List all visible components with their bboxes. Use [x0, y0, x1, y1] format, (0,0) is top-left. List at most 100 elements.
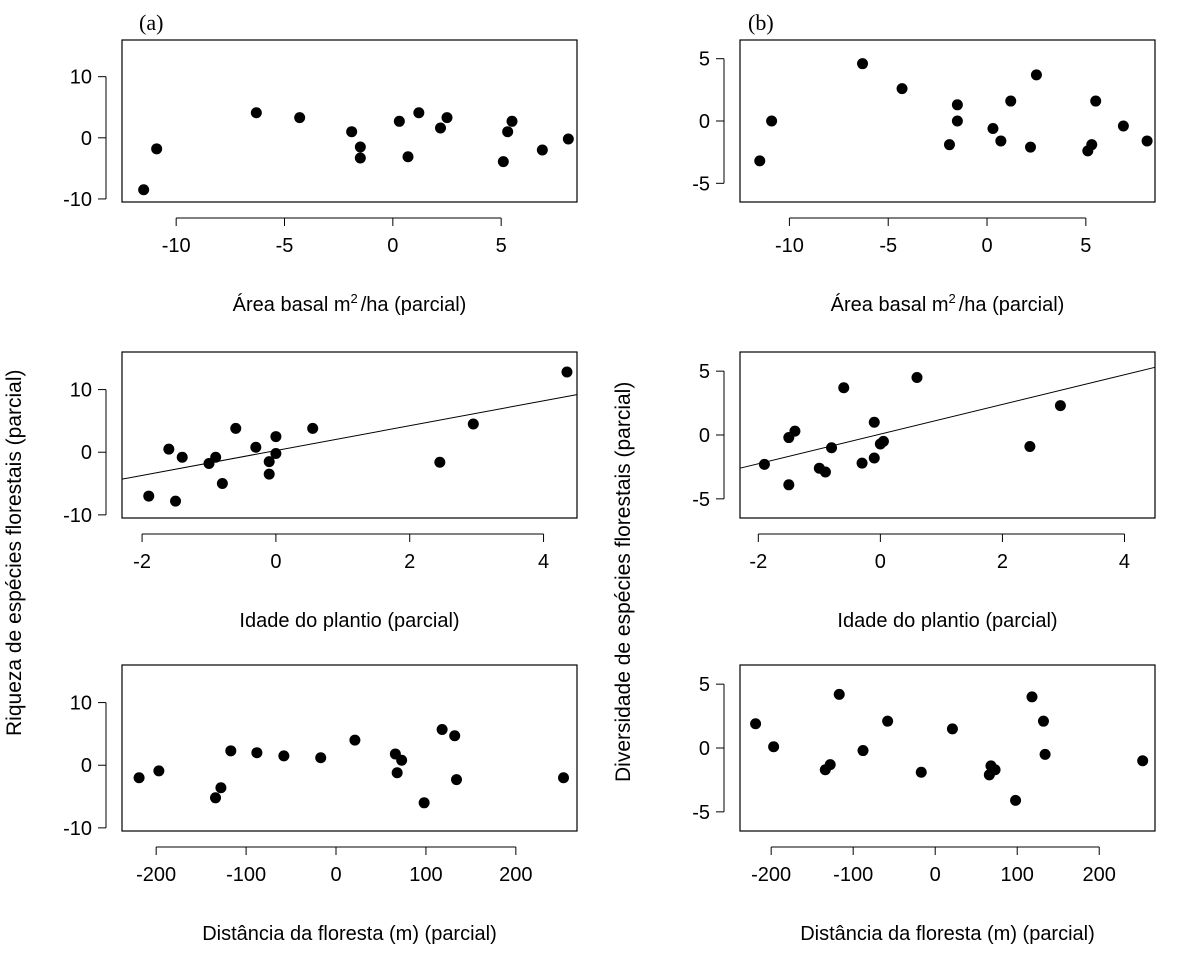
plot-3-point	[396, 754, 408, 766]
plot-5-point	[868, 452, 880, 464]
plot-5-x-tick-label: -2	[749, 551, 767, 573]
plot-2-point	[263, 468, 275, 480]
plot-3-point	[225, 745, 237, 757]
panel-b-label: (b)	[748, 10, 774, 35]
plot-1-point	[354, 141, 366, 153]
plot-2-point	[307, 422, 319, 434]
plot-3-frame	[121, 664, 578, 832]
plot-3-point	[251, 747, 263, 759]
plot-3-point	[418, 797, 430, 809]
plot-4-y-tick-label: -5	[692, 173, 710, 195]
plot-4-point	[987, 122, 999, 134]
plot-4-y-tick-label: 0	[699, 111, 710, 133]
plot-5-point	[783, 479, 795, 491]
plot-4-frame	[739, 39, 1156, 203]
plot-6-point	[1137, 755, 1149, 767]
plot-3-x-tick-label: -100	[226, 864, 266, 886]
plot-2-y-tick-label: 10	[70, 380, 92, 402]
plot-6-x-axis-label: Distância da floresta (m) (parcial)	[800, 923, 1095, 945]
plot-4-x-tick-label: 5	[1080, 235, 1091, 257]
plot-3-y-tick-label: 10	[70, 693, 92, 715]
plot-1-y-tick-label: 10	[70, 67, 92, 89]
plot-5-point	[877, 435, 889, 447]
plot-5-point	[826, 442, 838, 454]
plot-5-point	[758, 458, 770, 470]
plot-2-point	[561, 366, 573, 378]
plot-4-point	[857, 58, 869, 70]
plot-6-y-tick-label: 0	[699, 738, 710, 760]
plot-4-point	[766, 115, 778, 127]
plot-3-point	[451, 774, 463, 786]
plot-4-point	[1117, 120, 1129, 132]
plot-5-x-tick-label: 4	[1119, 551, 1130, 573]
plot-6-x-tick-label: -200	[751, 864, 791, 886]
plot-1-point	[294, 112, 306, 124]
plot-3-point	[133, 772, 145, 784]
plot-4-point	[951, 99, 963, 111]
plot-4-y-tick-label: 5	[699, 49, 710, 71]
plot-2-frame	[121, 351, 578, 519]
plot-1-x-tick-label: -5	[276, 235, 294, 257]
plot-2-point	[163, 443, 175, 455]
plot-6-point	[882, 715, 894, 727]
panel-a-y-axis-label: Riqueza de espécies florestais (parcial)	[3, 369, 26, 736]
plot-6-y-tick-label: -5	[692, 802, 710, 824]
plot-1-point	[506, 115, 518, 127]
plot-4-point	[943, 139, 955, 151]
plot-1-point	[441, 112, 453, 124]
plot-5-point	[1024, 440, 1036, 452]
plot-1-point	[413, 107, 425, 119]
plot-3-y-tick-label: 0	[81, 755, 92, 777]
plot-6-point	[768, 741, 780, 753]
plot-1-point	[536, 144, 548, 156]
plot-6-point	[1026, 691, 1038, 703]
plot-5-point	[1054, 400, 1066, 412]
plot-2-point	[434, 456, 446, 468]
plot-2-x-tick-label: 4	[538, 551, 549, 573]
plot-2-point	[467, 418, 479, 430]
plot-3-point	[210, 792, 222, 804]
plot-5-y-tick-label: 0	[699, 425, 710, 447]
plot-4-point	[754, 155, 766, 167]
plot-2-point	[270, 431, 282, 443]
plot-4-x-tick-label: -5	[879, 235, 897, 257]
plot-1-x-tick-label: -10	[162, 235, 191, 257]
plot-3-point	[315, 752, 327, 764]
plot-1-point	[435, 122, 446, 134]
plot-5-x-tick-label: 2	[997, 551, 1008, 573]
plot-6-point	[1010, 794, 1022, 806]
plot-2-point	[263, 456, 275, 468]
plot-6-y-tick-label: 5	[699, 674, 710, 696]
plot-2-point	[230, 422, 242, 434]
plot-4-point	[995, 135, 1007, 147]
plot-1-point	[562, 133, 574, 145]
plot-4-x-axis-label: Área basal m2/ha (parcial)	[831, 291, 1065, 316]
plot-2-y-tick-label: -10	[63, 505, 92, 527]
plot-1-point	[354, 152, 366, 164]
plot-4-point	[1086, 139, 1098, 151]
plot-5-x-axis-label: Idade do plantio (parcial)	[837, 610, 1057, 632]
plot-1-point	[250, 107, 262, 119]
plot-2-point	[216, 478, 228, 490]
plot-4-point	[1030, 69, 1042, 81]
plot-3-point	[558, 772, 570, 784]
plot-3-x-tick-label: 100	[409, 864, 442, 886]
plot-3-x-tick-label: 200	[499, 864, 532, 886]
plot-5-y-tick-label: 5	[699, 361, 710, 383]
plot-2-point	[270, 447, 282, 459]
plot-3-point	[449, 730, 461, 742]
plot-3-x-tick-label: -200	[136, 864, 176, 886]
plot-1-point	[138, 184, 150, 196]
plot-4-point	[1005, 95, 1017, 107]
plot-3-x-axis-label: Distância da floresta (m) (parcial)	[202, 923, 497, 945]
plot-2-x-axis-label: Idade do plantio (parcial)	[239, 610, 459, 632]
plot-6-point	[915, 766, 927, 778]
plot-2-point	[176, 451, 188, 463]
plot-1-x-tick-label: 0	[387, 235, 398, 257]
plot-2-x-tick-label: 2	[404, 551, 415, 573]
plot-1-point	[346, 126, 358, 138]
plot-6-point	[946, 723, 958, 735]
plot-2-point	[210, 451, 222, 463]
plot-1-point	[402, 151, 414, 163]
